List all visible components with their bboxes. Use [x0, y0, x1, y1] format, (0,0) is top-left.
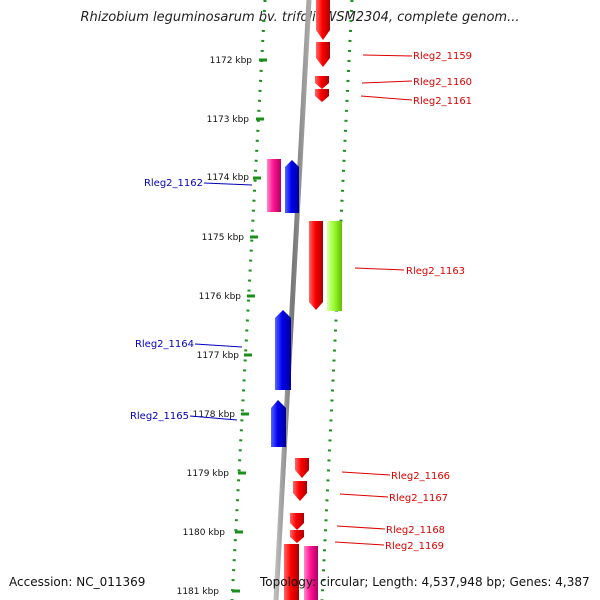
- gene-label-rleg2-1162[interactable]: Rleg2_1162: [144, 178, 203, 189]
- gene-feature[interactable]: [275, 310, 291, 390]
- label-leader: [203, 182, 253, 186]
- gene-label-rleg2-1159[interactable]: Rleg2_1159: [413, 51, 472, 62]
- sequence-backbone: [273, 0, 312, 600]
- label-leader: [360, 95, 413, 101]
- tick-1172: 1172 kbp: [210, 56, 267, 66]
- accession-text: Accession: NC_011369: [9, 575, 146, 589]
- tick-1176: 1176 kbp: [199, 292, 255, 302]
- tick-label: 1179 kbp: [187, 469, 230, 479]
- gene-feature[interactable]: [293, 481, 307, 501]
- gene-label-rleg2-1168[interactable]: Rleg2_1168: [386, 525, 445, 536]
- gene-feature[interactable]: [295, 458, 309, 478]
- label-leader: [194, 343, 243, 348]
- gene-feature[interactable]: [316, 0, 330, 40]
- label-leader: [362, 54, 413, 57]
- tick-label: 1180 kbp: [183, 528, 226, 538]
- tick-label: 1175 kbp: [202, 233, 245, 243]
- tick-label: 1181 kbp: [177, 587, 220, 597]
- gene-label-rleg2-1166[interactable]: Rleg2_1166: [391, 471, 450, 482]
- label-leader: [336, 525, 386, 530]
- label-leader: [339, 493, 389, 498]
- gene-label-rleg2-1167[interactable]: Rleg2_1167: [389, 493, 448, 504]
- tick-label: 1176 kbp: [199, 292, 242, 302]
- tick-label: 1173 kbp: [207, 115, 250, 125]
- label-leader: [341, 471, 391, 476]
- gene-feature[interactable]: [327, 221, 342, 311]
- gene-label-rleg2-1161[interactable]: Rleg2_1161: [413, 96, 472, 107]
- tick-label: 1172 kbp: [210, 56, 253, 66]
- tick-1180: 1180 kbp: [183, 528, 243, 538]
- label-leader: [354, 267, 405, 271]
- topology-value: Topology: circular; Length: 4,537,948 bp…: [260, 575, 590, 589]
- gene-feature[interactable]: [290, 513, 304, 530]
- gene-label-rleg2-1169[interactable]: Rleg2_1169: [385, 541, 444, 552]
- gene-feature[interactable]: [315, 76, 329, 89]
- topology-text: Topology: circular; Length: 4,537,948 bp…: [260, 575, 590, 589]
- tick-1174: 1174 kbp: [207, 173, 261, 183]
- gene-feature[interactable]: [309, 221, 323, 310]
- tick-1178: 1178 kbp: [193, 410, 249, 420]
- tick-label: 1178 kbp: [193, 410, 236, 420]
- left-track: [230, 0, 267, 600]
- gene-feature[interactable]: [271, 400, 286, 447]
- gene-feature[interactable]: [290, 530, 304, 543]
- gene-feature[interactable]: [315, 89, 329, 102]
- gene-label-rleg2-1165[interactable]: Rleg2_1165: [130, 411, 189, 422]
- gene-feature[interactable]: [316, 42, 330, 67]
- label-leader: [189, 415, 238, 421]
- tick-1173: 1173 kbp: [207, 115, 264, 125]
- map-title: Rhizobium leguminosarum bv. trifolii WSM…: [80, 10, 520, 25]
- label-leader: [361, 80, 413, 84]
- gene-feature[interactable]: [285, 160, 299, 213]
- gene-label-rleg2-1164[interactable]: Rleg2_1164: [135, 339, 194, 350]
- tick-label: 1177 kbp: [197, 351, 240, 361]
- gene-label-rleg2-1163[interactable]: Rleg2_1163: [406, 266, 465, 277]
- gene-feature[interactable]: [284, 544, 299, 600]
- tick-label: 1174 kbp: [207, 173, 250, 183]
- gene-feature[interactable]: [304, 546, 318, 600]
- tick-1179: 1179 kbp: [187, 469, 246, 479]
- gene-label-rleg2-1160[interactable]: Rleg2_1160: [413, 77, 472, 88]
- tick-1181: 1181 kbp: [177, 587, 240, 597]
- gene-feature[interactable]: [267, 159, 281, 212]
- tick-1177: 1177 kbp: [197, 351, 252, 361]
- tick-1175: 1175 kbp: [202, 233, 258, 243]
- label-leader: [334, 541, 385, 546]
